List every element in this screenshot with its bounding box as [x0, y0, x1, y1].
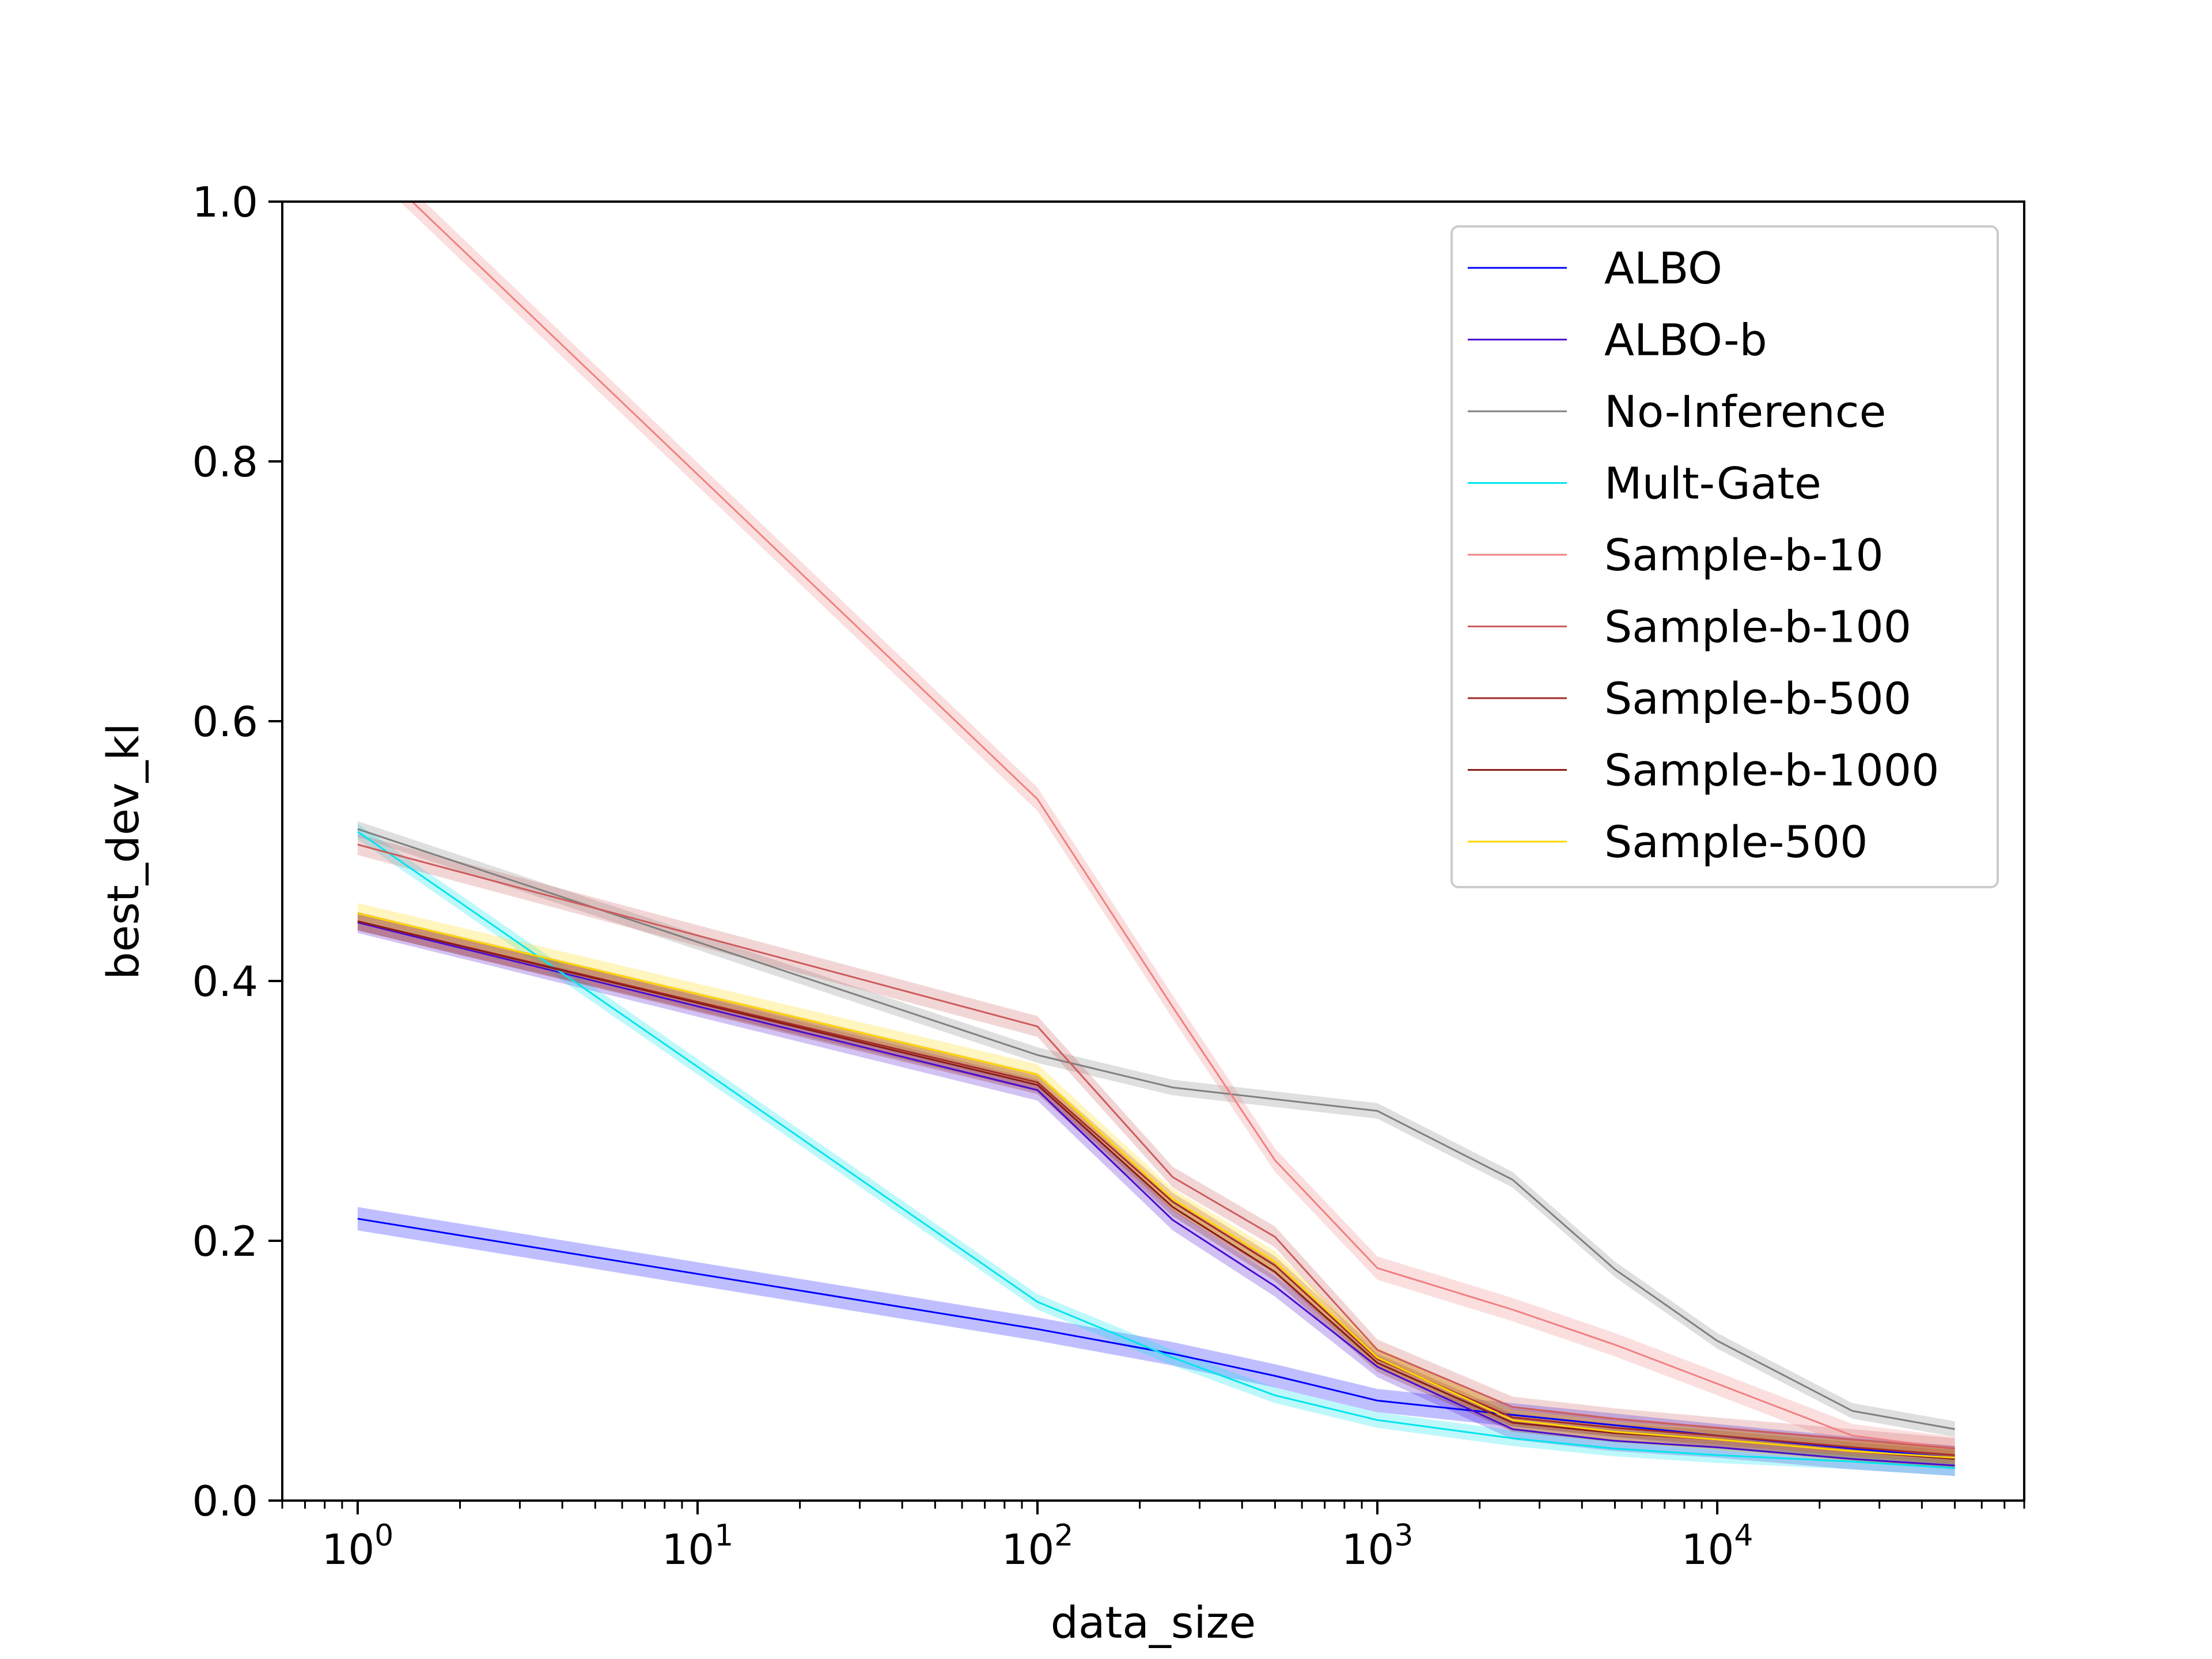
y-axis-title: best_dev_kl [97, 723, 149, 980]
legend-label-no-inference: No-Inference [1604, 386, 1886, 437]
x-tick-label: 104 [1681, 1518, 1753, 1574]
axes: 0.0 0.2 0.4 0.6 0.8 1.0 100 101 102 103 104 [192, 178, 2025, 1574]
x-tick-label: 102 [1002, 1518, 1074, 1574]
legend-label-sample-b-10: Sample-b-10 [1604, 529, 1884, 581]
legend-label-mult-gate: Mult-Gate [1604, 458, 1821, 509]
series-line-sample-500 [357, 912, 1955, 1459]
x-tick-label: 101 [662, 1518, 734, 1574]
y-tick-label: 0.8 [192, 438, 258, 486]
legend-label-albo: ALBO [1604, 243, 1722, 294]
x-tick-label: 100 [322, 1518, 394, 1574]
band-sample-b-1000 [357, 912, 1955, 1468]
y-tick-label: 0.4 [192, 957, 258, 1006]
legend-label-sample-b-500: Sample-b-500 [1604, 673, 1911, 724]
y-tick-label: 0.6 [192, 698, 258, 746]
legend-label-sample-b-1000: Sample-b-1000 [1604, 745, 1939, 796]
series-line-sample-b-100 [357, 843, 1955, 1450]
x-axis-title: data_size [1051, 1597, 1256, 1648]
band-sample-b-10 [400, 202, 1955, 1461]
legend-box [1450, 225, 1999, 888]
x-tick-label: 103 [1342, 1518, 1414, 1574]
series-line-mult-gate [357, 831, 1955, 1469]
legend: ALBO ALBO-b No-Inference Mult-Gate Sample-b-… [1450, 225, 1999, 888]
band-mult-gate [357, 824, 1955, 1476]
band-albo [357, 1207, 1955, 1469]
band-albo-b [357, 912, 1955, 1476]
plot-frame [281, 200, 2025, 1502]
series-line-sample-b-10 [411, 202, 1955, 1450]
series-line-albo-b [357, 922, 1955, 1467]
band-sample-b-100 [357, 834, 1955, 1459]
y-tick-label: 0.2 [192, 1217, 258, 1266]
legend-label-sample-500: Sample-500 [1604, 816, 1868, 868]
y-tick-label: 1.0 [192, 178, 258, 226]
legend-label-sample-b-100: Sample-b-100 [1604, 601, 1911, 653]
series-lines [357, 202, 1955, 1469]
series-line-no-inference [357, 828, 1955, 1430]
y-tick-label: 0.0 [192, 1477, 258, 1525]
band-sample-500 [357, 903, 1955, 1468]
legend-label-albo-b: ALBO-b [1604, 315, 1767, 366]
